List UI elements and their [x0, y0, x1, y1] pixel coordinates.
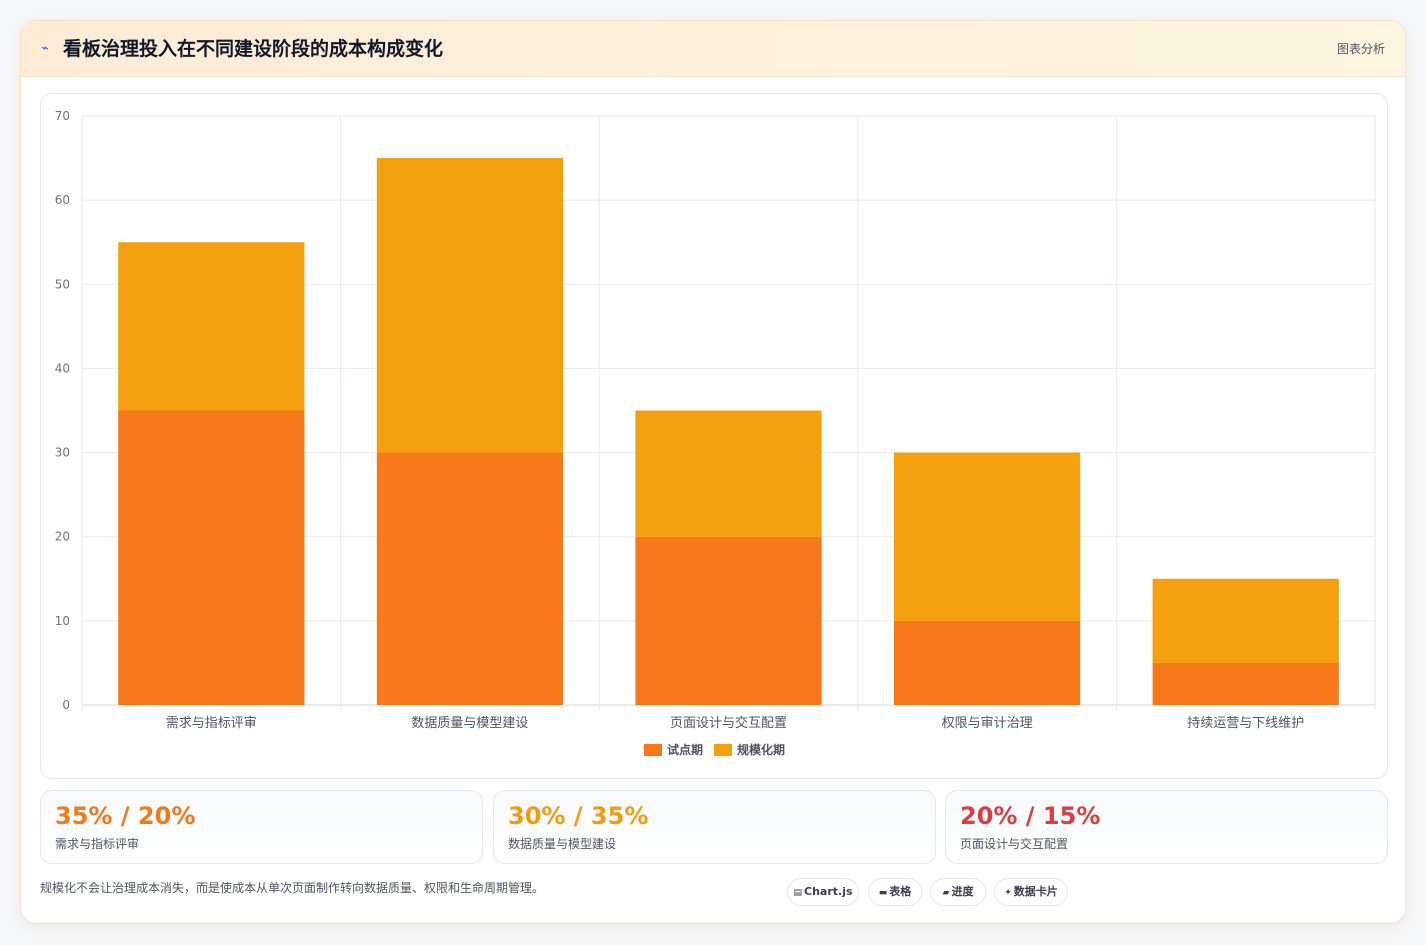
legend-label: 规模化期: [737, 742, 785, 757]
bar-scale: [1152, 578, 1339, 663]
chart-area: 0 10 20 30 40 50 60 70 需求与指标评审 数据质量与模型建设 页面设计与交互配置…: [40, 93, 1388, 779]
x-tick-label: 数据质量与模型建设: [411, 716, 528, 731]
y-tick-label: 40: [55, 361, 70, 375]
stat-value: 30% / 35%: [508, 802, 649, 830]
stat-card-requirements: 35% / 20% 需求与指标评审: [40, 790, 483, 864]
y-tick-label: 30: [55, 446, 70, 460]
bar-pilot: [118, 410, 305, 705]
stat-card-page-design: 20% / 15% 页面设计与交互配置: [945, 790, 1388, 864]
x-tick-label: 需求与指标评审: [166, 716, 257, 731]
tag-progress[interactable]: ▰ 进度: [930, 878, 986, 906]
tag-chartjs[interactable]: ▤ Chart.js: [787, 878, 859, 906]
stat-card-data-quality: 30% / 35% 数据质量与模型建设: [493, 790, 936, 864]
x-tick-label: 页面设计与交互配置: [670, 715, 787, 731]
bar-scale: [894, 452, 1081, 621]
bar-scale: [118, 242, 305, 411]
bar-pilot: [376, 452, 563, 705]
tag-table[interactable]: ▬ 表格: [868, 878, 922, 906]
chart-icon: ▤: [793, 888, 802, 898]
stat-value: 35% / 20%: [55, 802, 196, 830]
bar-pilot: [894, 620, 1081, 705]
bar-pilot: [1152, 662, 1339, 705]
progress-icon: ▰: [942, 888, 950, 898]
y-tick-label: 20: [55, 530, 70, 544]
footnote: 规模化不会让治理成本消失，而是使成本从单次页面制作转向数据质量、权限和生命周期管…: [40, 881, 545, 895]
legend-swatch: [644, 744, 662, 756]
stat-label: 数据质量与模型建设: [508, 837, 617, 851]
stat-label: 需求与指标评审: [55, 837, 140, 851]
stacked-bar-chart: 0 10 20 30 40 50 60 70 需求与指标评审 数据质量与模型建设 页面设计与交互配置…: [55, 109, 1376, 757]
bar-scale: [635, 410, 822, 537]
card-header: ⌁ 看板治理投入在不同建设阶段的成本构成变化 图表分析: [21, 21, 1405, 77]
y-tick-label: 10: [55, 614, 70, 628]
table-icon: ▬: [878, 888, 888, 898]
y-tick-label: 60: [55, 193, 70, 207]
bar-scale: [376, 158, 563, 453]
card-icon: ✦: [1004, 888, 1012, 898]
y-tick-label: 0: [62, 698, 70, 712]
stat-value: 20% / 15%: [960, 802, 1101, 830]
chart-title: 看板治理投入在不同建设阶段的成本构成变化: [63, 38, 444, 60]
chart-card: ⌁ 看板治理投入在不同建设阶段的成本构成变化 图表分析 0 10 20 30 40 50 6…: [20, 20, 1406, 924]
bar-pilot: [635, 536, 822, 705]
stat-label: 页面设计与交互配置: [960, 837, 1069, 851]
x-tick-label: 持续运营与下线维护: [1187, 716, 1304, 731]
y-tick-label: 70: [55, 109, 70, 123]
y-tick-label: 50: [55, 277, 70, 291]
x-tick-label: 权限与审计治理: [942, 715, 1033, 731]
tag-data-card[interactable]: ✦ 数据卡片: [994, 878, 1068, 906]
chart-icon: ⌁: [41, 41, 49, 56]
legend-label: 试点期: [667, 742, 703, 757]
chart-analysis-tag: 图表分析: [1336, 42, 1385, 56]
legend-swatch: [714, 744, 732, 756]
